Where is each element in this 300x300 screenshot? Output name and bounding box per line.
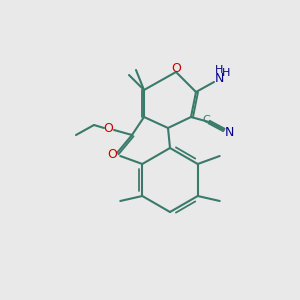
Text: N: N — [224, 127, 234, 140]
Text: H: H — [215, 65, 223, 75]
Text: N: N — [214, 73, 224, 85]
Text: C: C — [202, 115, 210, 125]
Text: O: O — [107, 148, 117, 161]
Text: H: H — [222, 68, 230, 78]
Text: O: O — [171, 61, 181, 74]
Text: O: O — [103, 122, 113, 134]
